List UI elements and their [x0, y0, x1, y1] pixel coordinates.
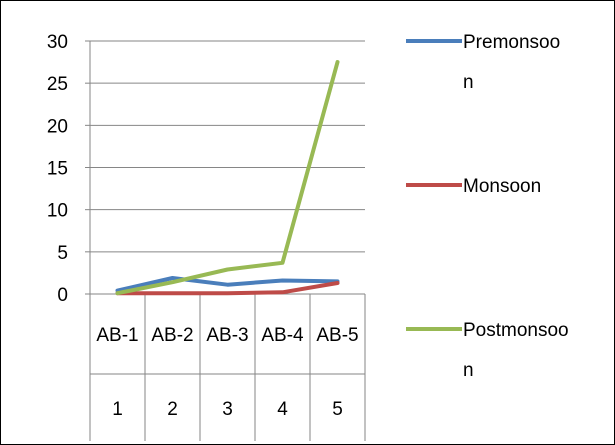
y-tick-label: 20: [47, 116, 68, 137]
x-category-number: 4: [277, 399, 288, 420]
y-tick-label: 10: [47, 201, 68, 222]
series-line-2: [115, 60, 340, 296]
legend-label: n: [463, 360, 474, 381]
y-tick-label: 15: [47, 159, 68, 180]
series-lines: [115, 60, 340, 296]
y-tick-label: 25: [47, 74, 68, 95]
y-tick-label: 5: [57, 243, 68, 264]
x-category-number: 2: [167, 399, 178, 420]
legend-label: n: [463, 72, 474, 93]
y-tick-label: 0: [57, 285, 68, 306]
x-category-number: 5: [332, 399, 343, 420]
x-category-label: AB-2: [151, 325, 193, 346]
x-category-label: AB-1: [96, 325, 138, 346]
legend-label: Postmonsoo: [463, 320, 569, 341]
legend: Premonsoo n Monsoon Postmonsoo n: [406, 32, 569, 381]
legend-label: Monsoon: [463, 176, 541, 197]
axes: [85, 40, 365, 441]
y-axis-tick-labels: 0 5 10 15 20 25 30: [47, 32, 68, 306]
y-tick-label: 30: [47, 32, 68, 53]
x-category-label: AB-4: [261, 325, 304, 346]
x-category-number: 1: [112, 399, 123, 420]
x-category-label: AB-3: [206, 325, 248, 346]
series-line-1: [115, 281, 340, 296]
x-axis-table: AB-1 AB-2 AB-3 AB-4 AB-5 1 2 3 4 5: [89, 294, 366, 441]
x-category-label: AB-5: [316, 325, 358, 346]
legend-label: Premonsoo: [463, 32, 560, 53]
gridlines: [90, 40, 365, 253]
x-category-number: 3: [222, 399, 233, 420]
series-line-0: [115, 276, 340, 293]
